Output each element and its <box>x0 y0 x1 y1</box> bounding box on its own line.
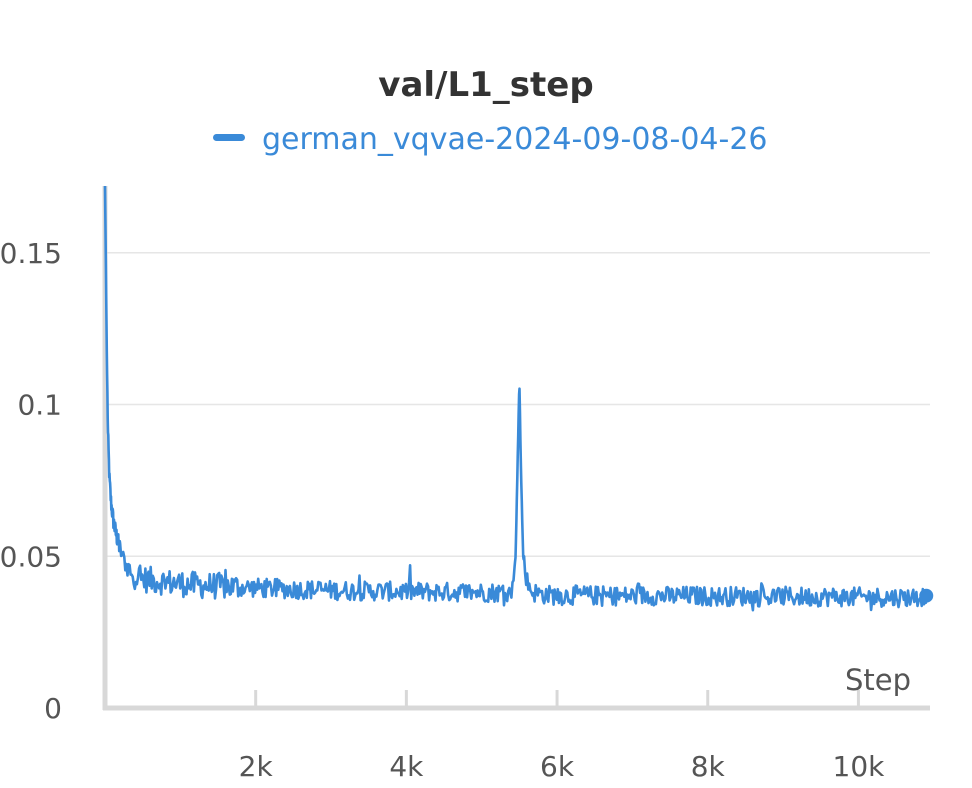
series-end-marker[interactable] <box>919 589 933 603</box>
series-line <box>105 186 926 610</box>
x-tick-label: 6k <box>540 750 575 783</box>
legend-label: german_vqvae-2024-09-08-04-26 <box>262 122 768 157</box>
x-tick-label: 8k <box>691 750 726 783</box>
axis-layer: 0 0.05 0.1 0.15 2k 4k 6k 8k 10k <box>0 186 930 783</box>
y-tick-label: 0.1 <box>17 389 62 422</box>
x-tick-label: 2k <box>239 750 274 783</box>
x-axis-label: Step <box>845 663 911 697</box>
y-tick-label: 0 <box>44 692 62 725</box>
legend[interactable]: german_vqvae-2024-09-08-04-26 <box>213 122 768 157</box>
legend-swatch <box>213 134 245 141</box>
series-layer <box>105 186 933 610</box>
x-tick-label: 10k <box>833 750 886 783</box>
y-tick-label: 0.05 <box>0 540 62 573</box>
chart-title: val/L1_step <box>378 65 593 105</box>
x-tick-label: 4k <box>389 750 424 783</box>
y-tick-label: 0.15 <box>0 237 62 270</box>
